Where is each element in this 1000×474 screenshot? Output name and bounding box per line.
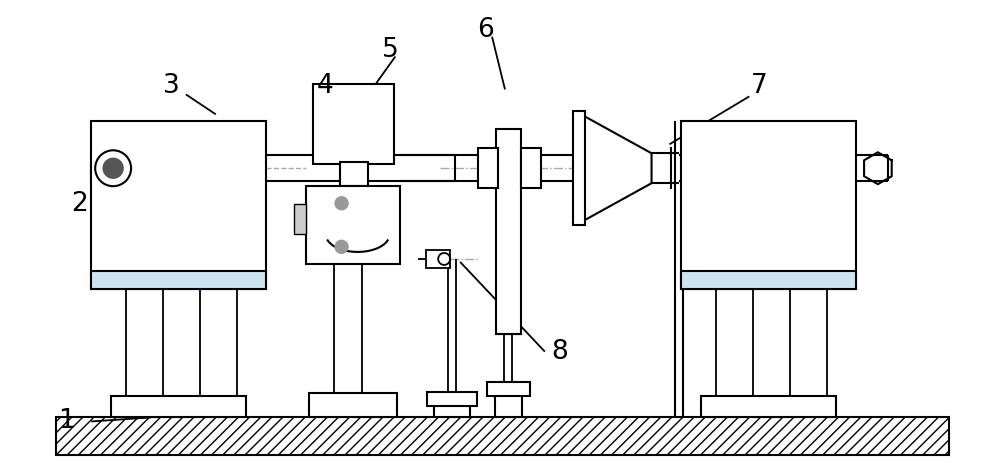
Text: 3: 3 [163, 73, 179, 100]
Bar [681, 271, 856, 289]
Polygon shape [585, 117, 652, 220]
Bar [294, 204, 306, 234]
Bar [309, 392, 397, 418]
Bar [573, 111, 585, 225]
Bar [307, 218, 399, 263]
Bar [306, 186, 400, 264]
Bar [111, 395, 246, 418]
Circle shape [103, 158, 123, 178]
Bar [521, 148, 541, 188]
Text: 6: 6 [477, 17, 493, 43]
Text: 7: 7 [751, 73, 768, 100]
Circle shape [335, 240, 348, 253]
Bar [495, 383, 522, 418]
Bar [701, 395, 836, 418]
Bar [91, 121, 266, 289]
Text: 5: 5 [382, 36, 399, 63]
Bar [427, 392, 477, 405]
Circle shape [335, 197, 348, 210]
Bar [496, 129, 521, 334]
Bar [313, 84, 394, 164]
Text: 2: 2 [71, 191, 88, 217]
Text: 4: 4 [317, 73, 334, 100]
Bar [426, 250, 450, 268]
Bar [91, 271, 266, 289]
Text: 8: 8 [551, 338, 568, 365]
Bar [56, 418, 949, 456]
Text: 1: 1 [58, 409, 75, 435]
Bar [434, 392, 470, 418]
Bar [681, 121, 856, 289]
Bar [478, 148, 498, 188]
Bar [340, 162, 368, 186]
Bar [487, 382, 530, 395]
